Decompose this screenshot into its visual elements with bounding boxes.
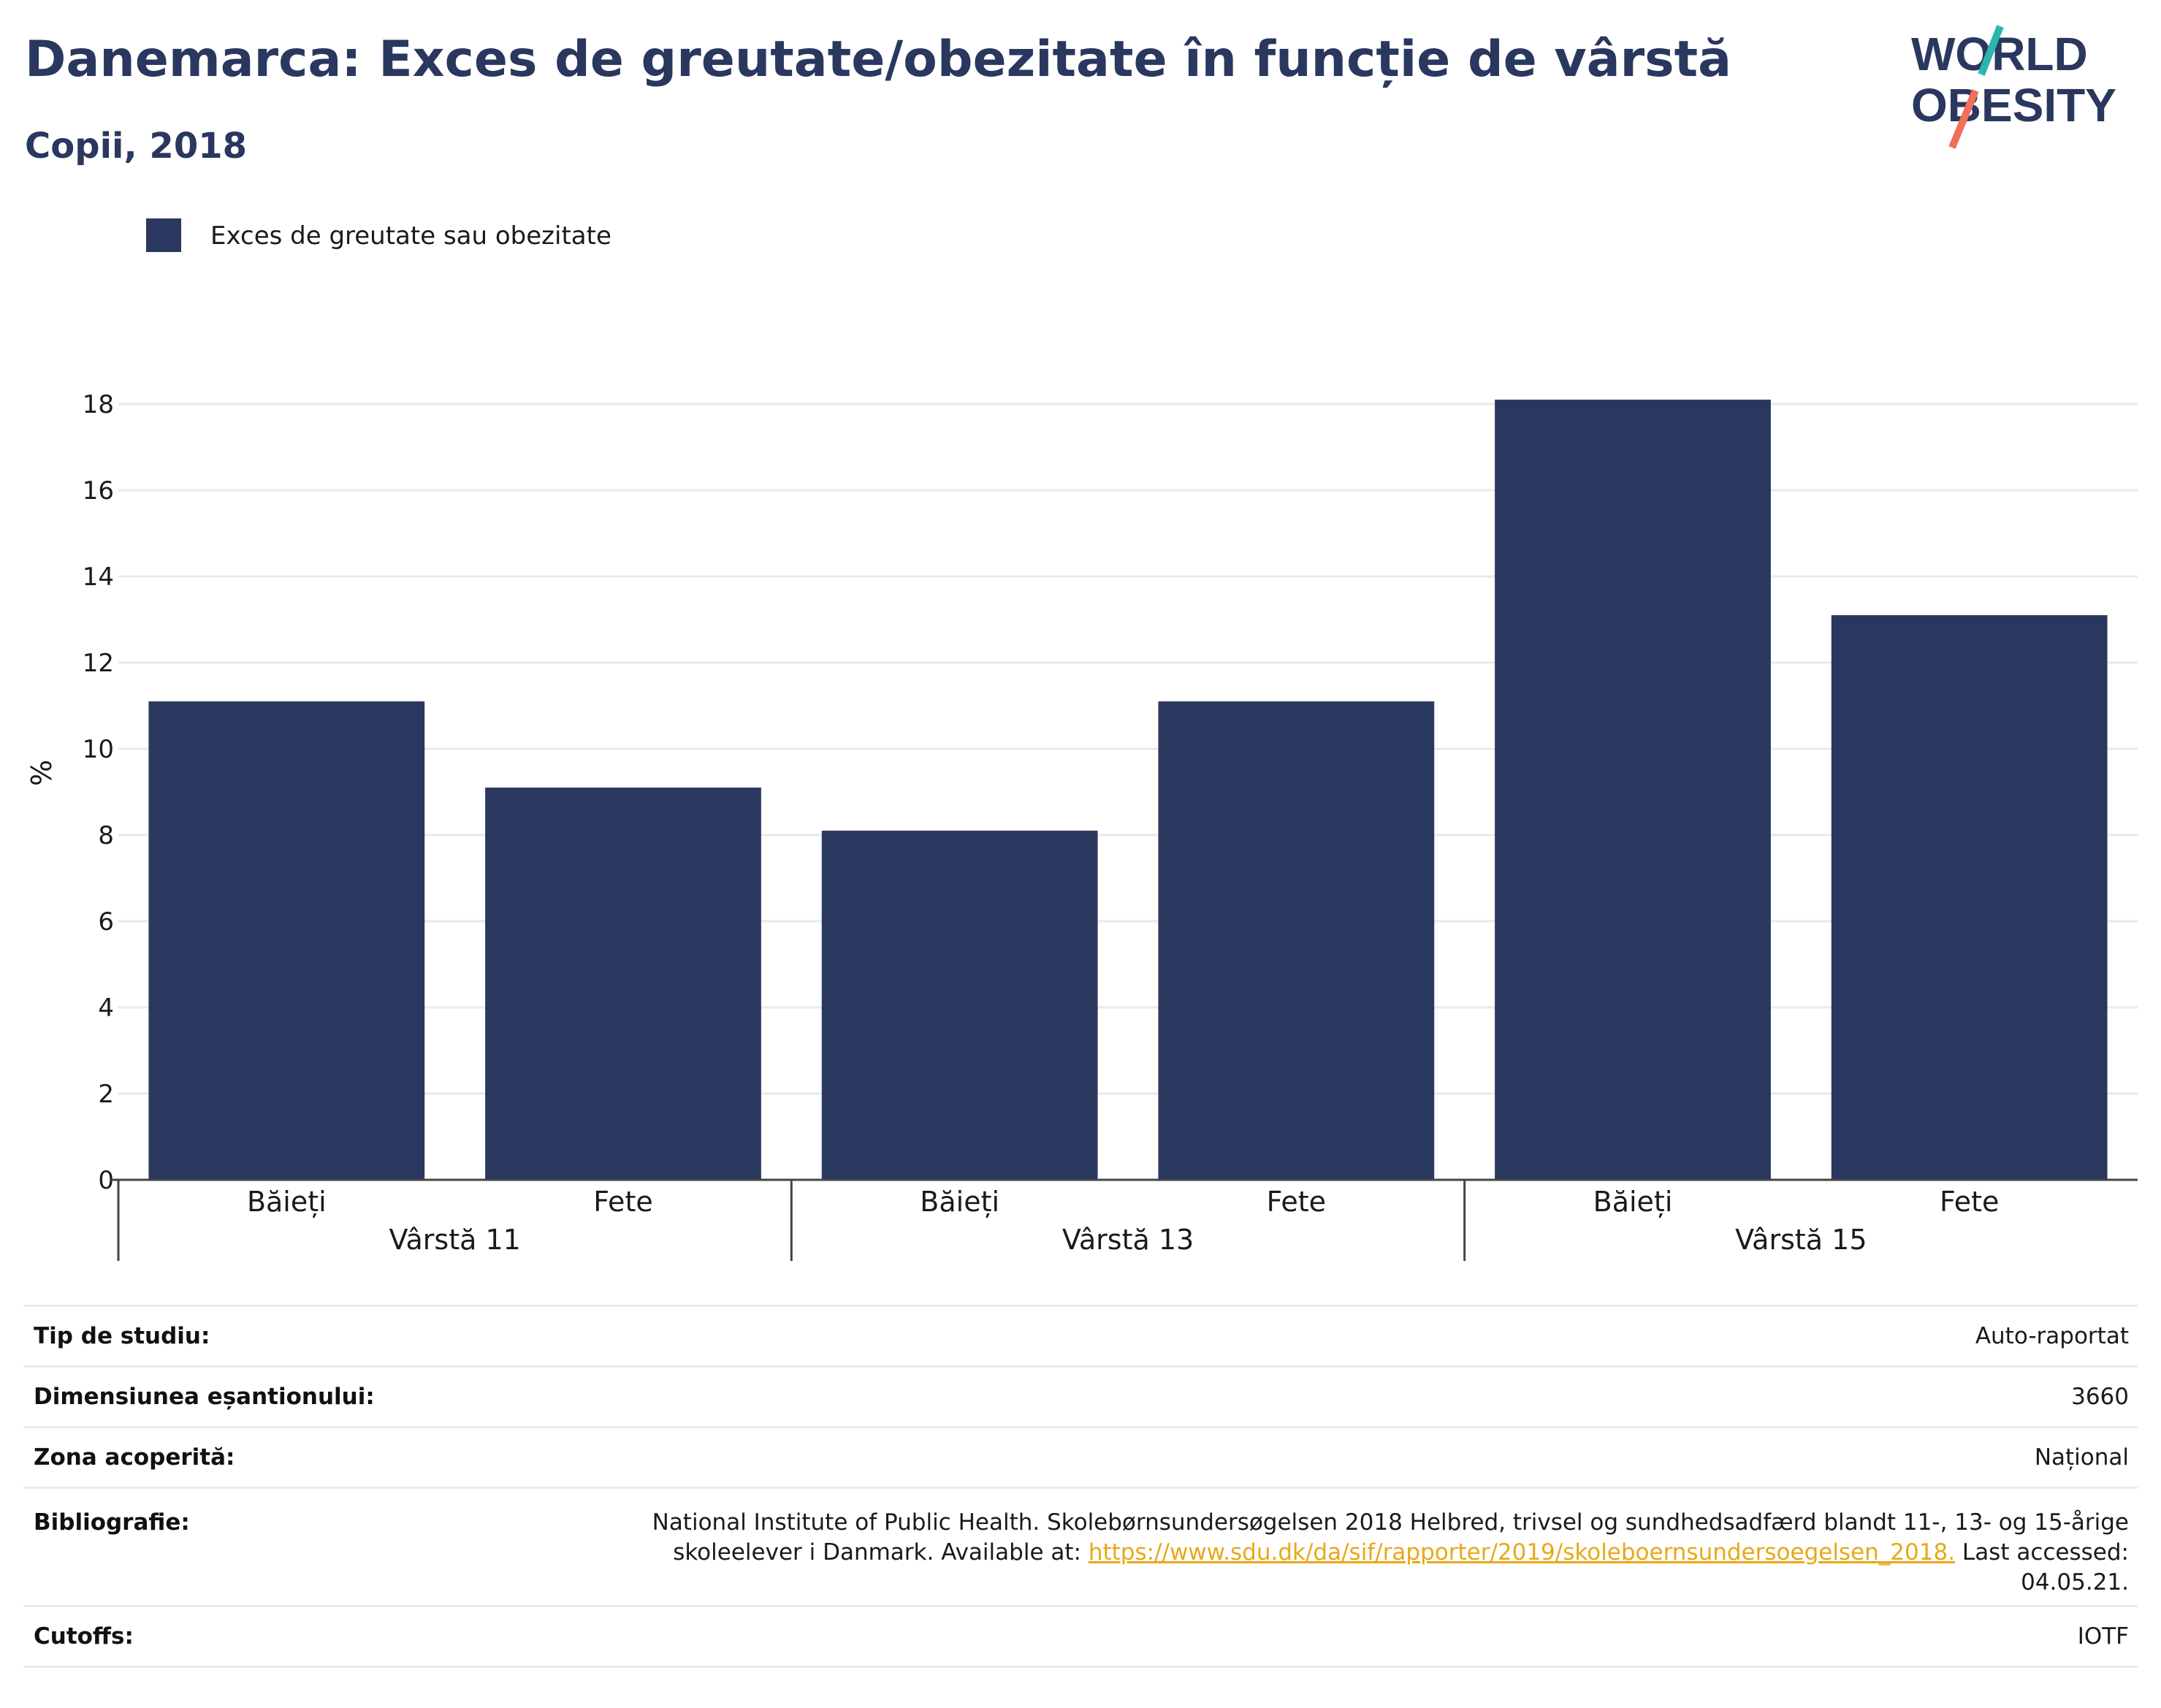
y-tick-label: 2 (98, 1080, 114, 1109)
bar-chart: Exces de greutate sau obezitate 0 2 4 6 8 10 1… (26, 218, 2138, 1261)
x-category-label: Băieți (247, 1186, 327, 1218)
bibliography-value: National Institute of Public Health. Sko… (652, 1508, 2138, 1598)
bar (1831, 615, 2108, 1180)
x-group-label: Vârstă 11 (389, 1224, 520, 1256)
y-tick-label: 10 (83, 735, 114, 764)
y-axis-label: % (26, 760, 58, 786)
x-group-label: Vârstă 15 (1735, 1224, 1867, 1256)
bar (1495, 400, 1771, 1180)
coverage-label: Zona acoperită: (34, 1444, 235, 1471)
x-category-label: Fete (1940, 1186, 1999, 1218)
bibliography-line2-post: Last accessed: (1955, 1539, 2129, 1566)
world-obesity-logo: WORLD OBESITY (1911, 25, 2116, 149)
x-axis: Băieți Fete Vârstă 11 Băieți Fete Vârstă 13 Bă… (111, 1178, 2138, 1261)
info-row-cutoffs: Cutoffs: IOTF (23, 1605, 2138, 1668)
gridlines (118, 403, 2138, 1095)
coverage-value: Național (2034, 1444, 2129, 1471)
bar (485, 788, 761, 1180)
cutoffs-label: Cutoffs: (34, 1623, 134, 1650)
x-category-label: Băieți (920, 1186, 999, 1218)
y-tick-label: 6 (98, 907, 114, 937)
y-tick-label: 0 (98, 1166, 114, 1195)
x-category-label: Fete (593, 1186, 652, 1218)
bibliography-link[interactable]: https://www.sdu.dk/da/sif/rapporter/2019… (1088, 1539, 1956, 1566)
x-category-label: Fete (1267, 1186, 1326, 1218)
y-tick-label: 16 (83, 476, 114, 506)
logo-slash-teal (1978, 25, 2004, 76)
bar (148, 701, 425, 1180)
bar (1158, 701, 1435, 1180)
cutoffs-value: IOTF (2077, 1623, 2129, 1650)
legend-label: Exces de greutate sau obezitate (210, 221, 611, 251)
bar (821, 831, 1098, 1180)
y-tick-label: 12 (83, 649, 114, 678)
bars (148, 400, 2108, 1180)
legend: Exces de greutate sau obezitate (146, 218, 611, 252)
y-tick-label: 18 (83, 390, 114, 419)
study-type-value: Auto-raportat (1975, 1322, 2129, 1349)
study-type-label: Tip de studiu: (34, 1323, 210, 1349)
sample-size-value: 3660 (2071, 1383, 2129, 1410)
bibliography-line2-pre: skoleelever i Danmark. Available at: (673, 1539, 1089, 1566)
bibliography-line3: 04.05.21. (2021, 1569, 2129, 1595)
y-tick-label: 8 (98, 821, 114, 850)
chart-title: Danemarca: Exces de greutate/obezitate î… (25, 31, 1732, 88)
y-tick-labels: 0 2 4 6 8 10 12 14 16 18 (83, 390, 114, 1195)
y-tick-label: 14 (83, 563, 114, 592)
info-row-bibliography: Bibliografie: National Institute of Publ… (23, 1487, 2138, 1605)
x-group-label: Vârstă 13 (1062, 1224, 1194, 1256)
x-category-label: Băieți (1593, 1186, 1673, 1218)
study-info-table: Tip de studiu: Auto-raportat Dimensiunea… (23, 1305, 2138, 1668)
info-row-study-type: Tip de studiu: Auto-raportat (23, 1305, 2138, 1365)
legend-swatch (146, 218, 181, 252)
bibliography-line1: National Institute of Public Health. Sko… (652, 1509, 2129, 1536)
bibliography-label: Bibliografie: (34, 1509, 190, 1536)
y-tick-label: 4 (98, 994, 114, 1023)
logo-text-obesity: OBESITY (1911, 79, 2116, 131)
sample-size-label: Dimensiunea eșantionului: (34, 1384, 375, 1410)
info-row-sample-size: Dimensiunea eșantionului: 3660 (23, 1365, 2138, 1426)
info-row-coverage: Zona acoperită: Național (23, 1426, 2138, 1487)
chart-subtitle: Copii, 2018 (25, 126, 248, 167)
logo-slash-coral (1948, 89, 1979, 149)
